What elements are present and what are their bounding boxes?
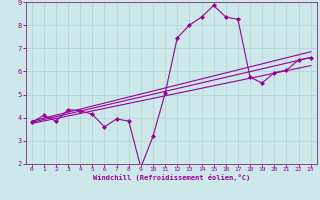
X-axis label: Windchill (Refroidissement éolien,°C): Windchill (Refroidissement éolien,°C) [92, 174, 250, 181]
